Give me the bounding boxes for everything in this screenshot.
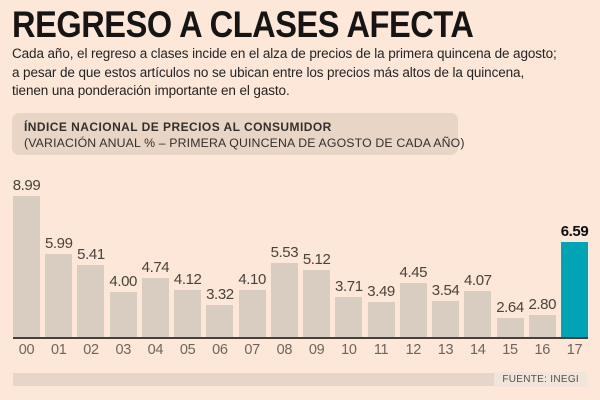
x-axis-label-04: 04	[147, 342, 164, 358]
bar-chart: 8.99 5.99 5.41 4.00 4.74 4.12 3.32 4.10 5.53 5.12…	[12, 170, 589, 337]
x-axis-label-10: 10	[341, 342, 357, 358]
bar	[367, 301, 395, 337]
bar	[174, 289, 202, 337]
bar-value-label: 5.99	[44, 234, 73, 252]
x-axis-label-12: 12	[405, 342, 422, 358]
bar-column-06: 3.32	[206, 285, 234, 337]
x-axis-label-06: 06	[212, 342, 228, 358]
bar-value-label: 3.32	[206, 285, 234, 303]
bar-value-label: 4.12	[173, 270, 202, 288]
bar	[496, 318, 524, 337]
page-title: REGRESO A CLASES AFECTA	[12, 4, 474, 45]
chart-title-box: ÍNDICE NACIONAL DE PRECIOS AL CONSUMIDOR…	[12, 113, 465, 155]
bar-column-09: 5.12	[302, 251, 331, 337]
bar	[528, 314, 556, 337]
bar-column-12: 4.45	[399, 264, 428, 337]
bar-column-10: 3.71	[335, 278, 363, 337]
x-axis-label-02: 02	[83, 342, 99, 358]
bar	[270, 262, 298, 337]
bar-column-13: 3.54	[431, 281, 460, 337]
bar	[141, 277, 169, 337]
x-axis-labels: 00 01 02 03 04 05 06 07 08 09 10 11 12 13 14 15 16 17	[13, 342, 588, 358]
bar	[238, 290, 266, 337]
bar-value-label: 3.71	[335, 278, 363, 296]
bar-column-14: 4.07	[463, 271, 492, 337]
x-axis-label-11: 11	[373, 342, 389, 358]
bar-column-17: 6.59	[560, 223, 589, 337]
intro-line-2: a pesar de que estos artículos no se ubi…	[12, 64, 525, 80]
bar-column-02: 5.41	[77, 245, 105, 337]
x-axis-label-07: 07	[244, 342, 260, 358]
bar-column-15: 2.64	[496, 299, 524, 337]
bar	[432, 300, 460, 337]
x-axis-label-01: 01	[50, 342, 67, 358]
bar-column-01: 5.99	[44, 234, 73, 337]
footer-strip: FUENTE: INEGI	[13, 372, 587, 387]
bar	[45, 253, 73, 337]
bar	[206, 304, 234, 337]
bar-value-label: 3.49	[367, 282, 395, 300]
x-axis-label-00: 00	[18, 342, 35, 358]
bar-value-label: 4.10	[238, 271, 266, 288]
bar	[399, 283, 427, 337]
source-credit: FUENTE: INEGI	[494, 372, 587, 387]
bar-value-label: 4.00	[109, 272, 138, 290]
bar-value-label: 4.45	[399, 264, 428, 282]
x-axis-label-08: 08	[276, 342, 293, 358]
x-axis-label-03: 03	[115, 342, 131, 358]
bar-value-label: 3.54	[431, 281, 460, 299]
bar	[303, 270, 331, 337]
chart-title: ÍNDICE NACIONAL DE PRECIOS AL CONSUMIDOR	[24, 120, 332, 134]
bar-column-16: 2.80	[528, 295, 557, 337]
intro-line-1: Cada año, el regreso a clases incide en …	[12, 46, 557, 61]
bar-column-00: 8.99	[12, 177, 41, 337]
x-axis-label-16: 16	[534, 342, 551, 358]
chart-subtitle: (VARIACIÓN ANUAL % – PRIMERA QUINCENA DE…	[24, 136, 465, 150]
x-axis-label-15: 15	[502, 342, 518, 358]
bar-column-03: 4.00	[109, 272, 138, 337]
bar	[13, 196, 40, 337]
bar-value-label: 6.59	[560, 223, 589, 241]
bar-value-label: 5.53	[270, 243, 299, 261]
x-axis-label-17: 17	[566, 342, 583, 358]
bar	[109, 291, 137, 337]
bar-value-label: 4.74	[141, 258, 170, 276]
bar-value-label: 5.12	[302, 251, 331, 269]
bar-column-08: 5.53	[270, 243, 299, 337]
x-axis-label-13: 13	[437, 342, 454, 358]
x-axis-line	[13, 337, 588, 339]
x-axis-label-09: 09	[308, 342, 325, 358]
bar	[335, 297, 363, 337]
bar-column-05: 4.12	[173, 270, 202, 337]
intro-line-3: tienen una ponderación importante en el …	[12, 83, 290, 98]
bar	[77, 264, 105, 337]
bar-column-07: 4.10	[238, 271, 266, 337]
bar-value-label: 5.41	[77, 245, 105, 263]
bar-value-label: 4.07	[463, 271, 492, 289]
bar-value-label: 2.64	[496, 299, 524, 316]
x-axis-label-14: 14	[470, 342, 486, 358]
bar-value-label: 2.80	[528, 295, 557, 313]
bar-column-11: 3.49	[367, 282, 395, 337]
bar-value-label: 8.99	[12, 177, 41, 195]
bar	[560, 242, 588, 337]
bar	[464, 290, 492, 337]
x-axis-label-05: 05	[179, 342, 196, 358]
intro-paragraph: Cada año, el regreso a clases incide en …	[12, 45, 594, 101]
bar-column-04: 4.74	[141, 258, 170, 337]
